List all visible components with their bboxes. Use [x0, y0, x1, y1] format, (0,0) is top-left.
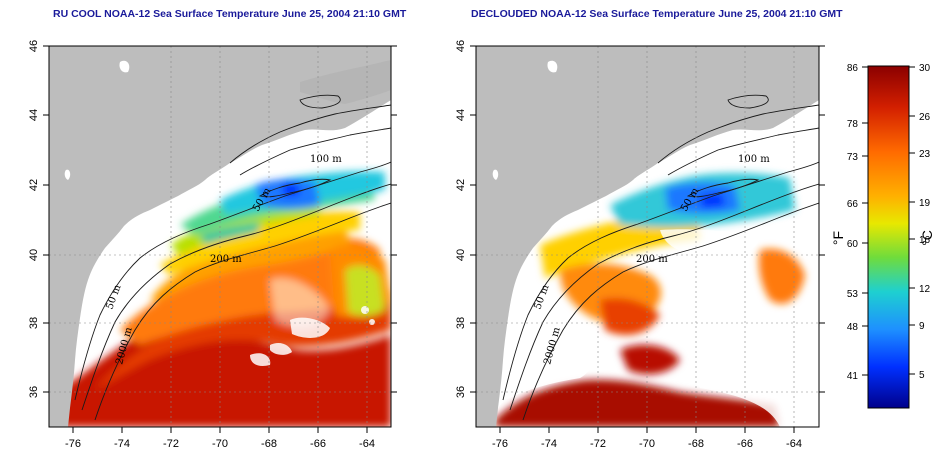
- colorbar-celsius-label: 26: [919, 112, 931, 123]
- right-lon-tick-label: -76: [492, 438, 508, 450]
- left-lat-tick-label: 36: [28, 386, 40, 398]
- left-lon-tick-label: -70: [212, 438, 228, 450]
- right-lat-tick-label: 46: [455, 40, 467, 52]
- left-lat-tick-label: 46: [28, 40, 40, 52]
- right-lon-tick-label: -72: [590, 438, 606, 450]
- right-lat-tick-label: 44: [455, 109, 467, 121]
- right-contours: [502, 94, 819, 421]
- right-lat-tick-label: 42: [455, 179, 467, 191]
- left-map: 100 m 50 m 200 m 50 m 2000 m -76 -74 -72…: [28, 40, 397, 450]
- right-lon-tick-label: -68: [688, 438, 704, 450]
- right-lat-tick-label: 40: [455, 249, 467, 261]
- left-lat-tick-label: 38: [28, 317, 40, 329]
- left-land: [49, 46, 391, 427]
- left-lon-tick-label: -72: [163, 438, 179, 450]
- left-lon-tick-label: -68: [261, 438, 277, 450]
- colorbar-celsius-label: 30: [919, 63, 931, 74]
- colorbar-celsius-unit: °C: [919, 230, 935, 246]
- right-lat-tick-label: 36: [455, 386, 467, 398]
- left-lat-tick-label: 42: [28, 179, 40, 191]
- right-lon-tick-label: -64: [786, 438, 802, 450]
- left-lat-tick-label: 40: [28, 249, 40, 261]
- colorbar-celsius-label: 9: [919, 321, 925, 332]
- left-sst-field: [49, 171, 391, 427]
- colorbar-fahrenheit-label: 86: [847, 63, 859, 74]
- colorbar-fahrenheit-unit: °F: [830, 231, 846, 245]
- left-contour-label-100m: 100 m: [310, 154, 342, 165]
- left-lon-tick-label: -66: [310, 438, 326, 450]
- right-map: 100 m 50 m 200 m 50 m 2000 m -76 -74 -72…: [455, 40, 825, 450]
- colorbar-gradient: [867, 65, 910, 409]
- colorbar: 86 78 73 66 60 53 48 41 30 26 23 19 16 1…: [830, 63, 935, 409]
- right-contour-label-100m: 100 m: [738, 154, 770, 165]
- colorbar-fahrenheit-label: 60: [847, 239, 859, 250]
- right-land: [476, 46, 819, 427]
- colorbar-celsius-label: 5: [919, 370, 925, 381]
- left-lon-tick-label: -74: [114, 438, 130, 450]
- colorbar-fahrenheit-label: 48: [847, 322, 859, 333]
- colorbar-fahrenheit-label: 78: [847, 119, 859, 130]
- left-lon-tick-label: -76: [65, 438, 81, 450]
- colorbar-fahrenheit-label: 53: [847, 289, 859, 300]
- colorbar-celsius-label: 16: [919, 235, 931, 246]
- colorbar-fahrenheit-label: 73: [847, 152, 859, 163]
- left-contour-label-200m: 200 m: [210, 254, 242, 265]
- right-map-title: DECLOUDED NOAA-12 Sea Surface Temperatur…: [471, 8, 843, 20]
- right-water-inlets: [492, 60, 558, 305]
- left-ticks: [43, 45, 397, 433]
- left-contours: [74, 94, 391, 421]
- right-ticks: [470, 45, 825, 433]
- right-lon-tick-label: -66: [737, 438, 753, 450]
- colorbar-celsius-label: 19: [919, 198, 931, 209]
- colorbar-ticks: [862, 66, 915, 376]
- left-graticule: [49, 46, 391, 427]
- right-lon-tick-label: -70: [639, 438, 655, 450]
- right-lat-tick-label: 38: [455, 317, 467, 329]
- left-lon-tick-label: -64: [359, 438, 375, 450]
- left-map-title: RU COOL NOAA-12 Sea Surface Temperature …: [53, 8, 407, 20]
- left-water-inlets: [64, 60, 130, 352]
- right-graticule: [476, 46, 819, 427]
- right-contour-label-200m: 200 m: [636, 254, 668, 265]
- colorbar-fahrenheit-label: 66: [847, 199, 859, 210]
- right-lon-tick-label: -74: [541, 438, 557, 450]
- colorbar-celsius-label: 12: [919, 284, 931, 295]
- left-lat-tick-label: 44: [28, 109, 40, 121]
- colorbar-fahrenheit-label: 41: [847, 371, 859, 382]
- colorbar-celsius-label: 23: [919, 149, 931, 160]
